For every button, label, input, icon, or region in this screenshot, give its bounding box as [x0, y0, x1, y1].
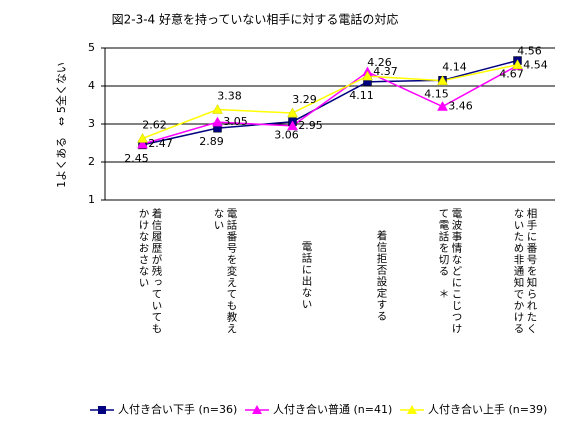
data-label: 2.62	[142, 118, 167, 131]
legend-marker	[407, 405, 417, 414]
marker	[437, 101, 448, 111]
marker	[287, 107, 298, 118]
marker	[137, 132, 148, 143]
x-tick-label: 相手に番号を知られたくないため非通知でかける	[512, 208, 538, 335]
marker	[512, 59, 523, 69]
chart-title: 図2-3-4 好意を持っていない相手に対する電話の対応	[112, 12, 399, 27]
data-label: 4.67	[499, 68, 524, 81]
data-label: 4.56	[517, 45, 542, 58]
data-label: 3.29	[292, 93, 317, 106]
x-tick-label: 電話に出ない	[300, 241, 313, 310]
legend-marker	[252, 405, 262, 414]
series-line	[142, 64, 518, 145]
y-tick-label: 5	[88, 41, 95, 54]
marker	[287, 120, 298, 131]
data-label: 2.45	[124, 152, 149, 165]
series-line	[142, 59, 518, 146]
marker	[362, 70, 373, 81]
y-axis-label: 1よくある ⇔ 5全くない	[54, 62, 68, 188]
marker	[437, 75, 448, 85]
data-label: 4.54	[523, 58, 548, 71]
data-label: 4.15	[424, 87, 449, 100]
marker	[212, 116, 223, 127]
y-tick-label: 1	[88, 193, 95, 206]
legend-label: 人付き合い下手 (n=36)	[118, 402, 237, 416]
y-tick-label: 3	[88, 117, 95, 130]
marker	[212, 104, 223, 114]
data-label: 4.37	[373, 65, 398, 78]
x-tick-label: 電話番号を変えても教えない	[212, 208, 238, 335]
y-tick-label: 4	[88, 79, 95, 92]
legend-label: 人付き合い上手 (n=39)	[428, 402, 547, 416]
data-label: 3.38	[217, 90, 242, 103]
x-tick-label: 電波事情などにこじつけて電話を切る ＊	[437, 208, 463, 335]
data-label: 2.95	[298, 119, 323, 132]
data-label: 4.26	[367, 56, 392, 69]
data-label: 4.11	[349, 89, 374, 102]
series-line	[142, 63, 518, 140]
data-label: 3.46	[448, 100, 473, 113]
y-tick-label: 2	[88, 155, 95, 168]
data-label: 2.89	[199, 135, 224, 148]
data-label: 3.05	[223, 115, 248, 128]
data-label: 3.06	[274, 129, 299, 142]
x-tick-label: 着信拒否設定する	[375, 229, 388, 322]
marker	[137, 138, 148, 149]
legend-marker	[98, 406, 106, 414]
data-label: 2.47	[148, 137, 173, 150]
legend-label: 人付き合い普通 (n=41)	[273, 402, 392, 416]
x-tick-label: 着信履歴が残っていてもかけなおさない	[137, 208, 163, 335]
data-label: 4.14	[442, 61, 467, 74]
